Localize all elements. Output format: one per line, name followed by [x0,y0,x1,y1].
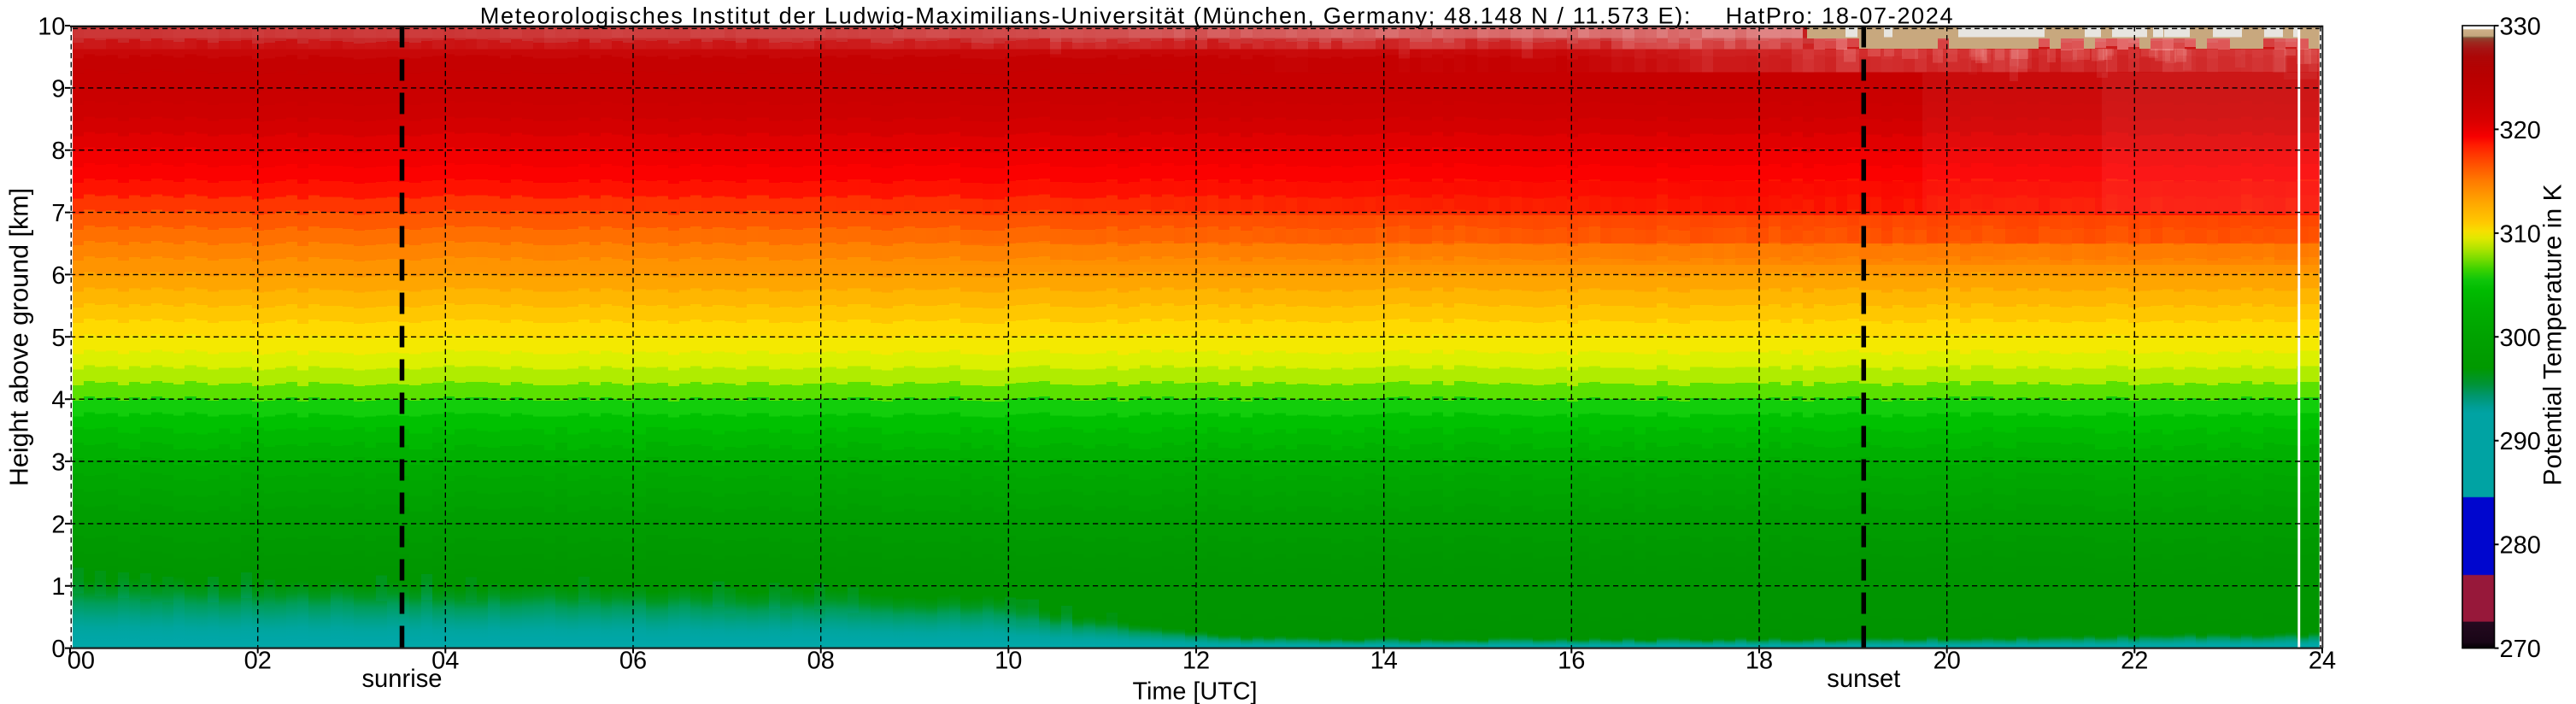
svg-text:04: 04 [431,648,459,675]
svg-text:08: 08 [807,648,835,675]
svg-text:270: 270 [2500,636,2541,663]
svg-text:300: 300 [2500,325,2541,352]
svg-text:4: 4 [51,387,65,414]
svg-text:280: 280 [2500,532,2541,560]
svg-text:12: 12 [1182,648,1210,675]
svg-text:6: 6 [51,262,65,290]
svg-text:7: 7 [51,200,65,227]
svg-text:06: 06 [619,648,647,675]
svg-text:3: 3 [51,449,65,477]
svg-text:Meteorologisches Institut der: Meteorologisches Institut der Ludwig-Max… [480,3,1954,29]
svg-text:5: 5 [51,325,65,352]
svg-text:310: 310 [2500,220,2541,248]
svg-text:Time [UTC]: Time [UTC] [1132,678,1257,704]
svg-text:290: 290 [2500,428,2541,455]
svg-text:sunrise: sunrise [361,666,442,693]
svg-text:sunset: sunset [1827,666,1900,693]
svg-text:Potential Temperature in K: Potential Temperature in K [2539,185,2567,486]
svg-text:14: 14 [1370,648,1398,675]
svg-text:1: 1 [51,573,65,601]
svg-text:20: 20 [1933,648,1961,675]
svg-text:320: 320 [2500,117,2541,144]
svg-text:24: 24 [2309,648,2336,675]
svg-text:0: 0 [51,636,65,663]
svg-text:16: 16 [1558,648,1585,675]
svg-text:22: 22 [2121,648,2148,675]
svg-text:9: 9 [51,75,65,103]
svg-text:10: 10 [995,648,1022,675]
svg-text:00: 00 [67,648,95,675]
svg-text:18: 18 [1746,648,1773,675]
svg-text:330: 330 [2500,14,2541,41]
svg-text:8: 8 [51,138,65,165]
svg-text:2: 2 [51,511,65,538]
svg-text:10: 10 [38,14,65,41]
svg-text:Height above ground [km]: Height above ground [km] [5,188,34,486]
svg-text:02: 02 [244,648,272,675]
